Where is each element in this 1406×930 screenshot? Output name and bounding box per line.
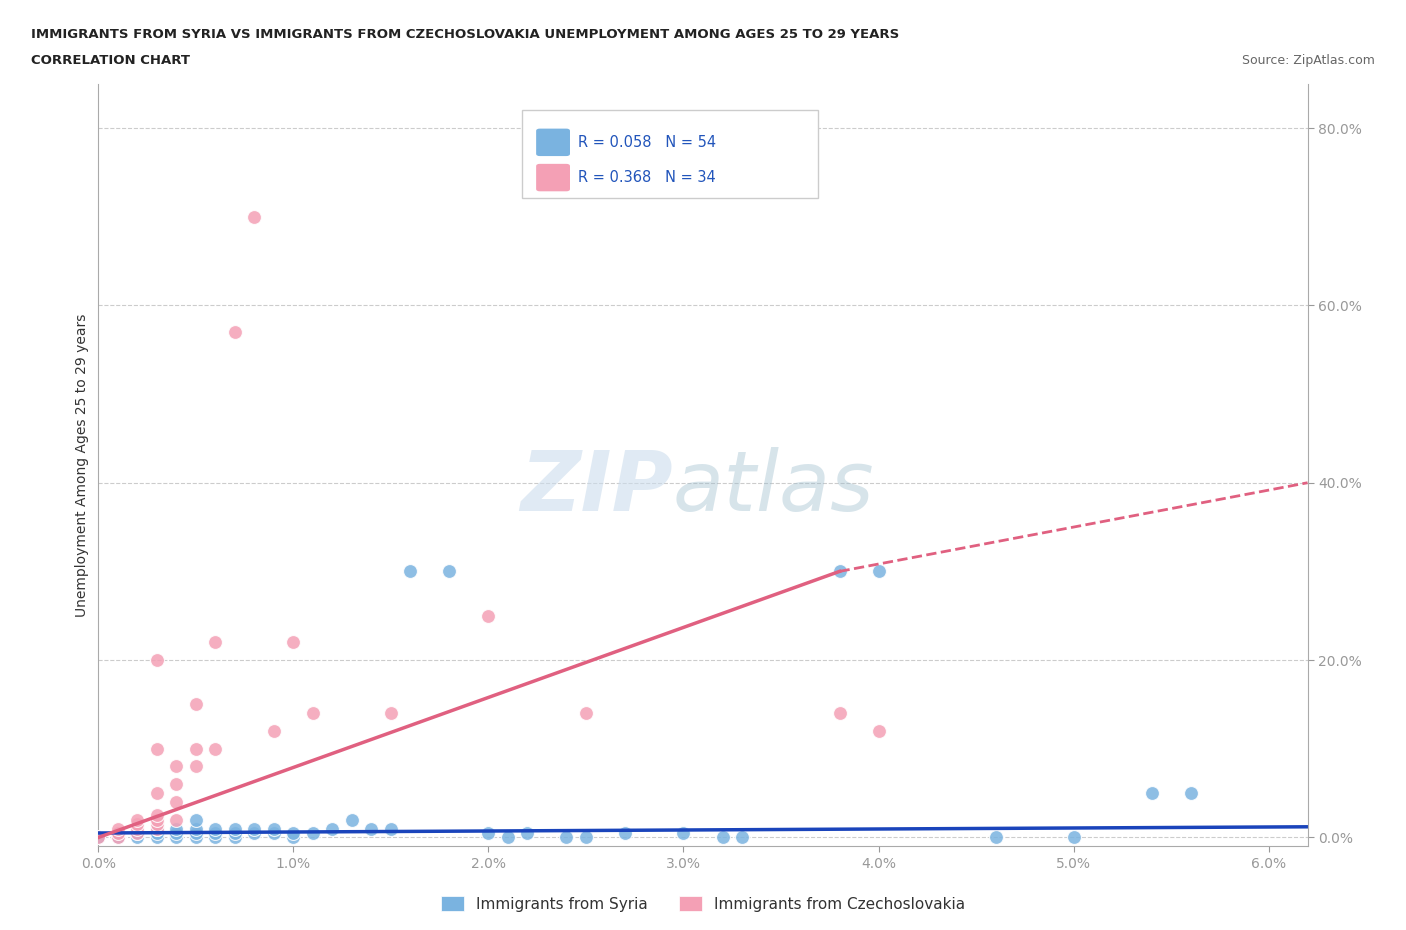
Point bbox=[1180, 786, 1202, 801]
Point bbox=[224, 325, 246, 339]
Point bbox=[340, 812, 363, 827]
Point bbox=[575, 830, 598, 844]
Text: Source: ZipAtlas.com: Source: ZipAtlas.com bbox=[1241, 54, 1375, 67]
Point bbox=[165, 812, 187, 827]
Point bbox=[380, 706, 402, 721]
Point bbox=[828, 564, 851, 578]
Point bbox=[283, 826, 305, 841]
Point bbox=[87, 830, 110, 844]
Point bbox=[711, 830, 734, 844]
Point bbox=[146, 808, 169, 823]
Text: CORRELATION CHART: CORRELATION CHART bbox=[31, 54, 190, 67]
Point bbox=[107, 830, 129, 844]
Point bbox=[146, 821, 169, 836]
Point bbox=[477, 608, 499, 623]
Point bbox=[516, 826, 538, 841]
Y-axis label: Unemployment Among Ages 25 to 29 years: Unemployment Among Ages 25 to 29 years bbox=[76, 313, 90, 617]
Legend: Immigrants from Syria, Immigrants from Czechoslovakia: Immigrants from Syria, Immigrants from C… bbox=[434, 889, 972, 918]
Point bbox=[204, 826, 226, 841]
Point bbox=[165, 759, 187, 774]
Point bbox=[107, 826, 129, 841]
Point bbox=[107, 826, 129, 841]
Point bbox=[224, 821, 246, 836]
Point bbox=[165, 821, 187, 836]
Point bbox=[243, 209, 266, 224]
Point bbox=[107, 830, 129, 844]
Point bbox=[87, 830, 110, 844]
Point bbox=[204, 821, 226, 836]
FancyBboxPatch shape bbox=[536, 128, 569, 156]
Point bbox=[146, 821, 169, 836]
Point bbox=[439, 564, 461, 578]
Point bbox=[868, 724, 890, 738]
Point bbox=[575, 706, 598, 721]
Point bbox=[868, 564, 890, 578]
Point bbox=[731, 830, 754, 844]
Point bbox=[243, 821, 266, 836]
Point bbox=[672, 826, 695, 841]
Point bbox=[146, 821, 169, 836]
Point bbox=[204, 830, 226, 844]
Point bbox=[146, 817, 169, 831]
Point bbox=[184, 741, 207, 756]
Point bbox=[165, 826, 187, 841]
Point bbox=[87, 830, 110, 844]
Point bbox=[165, 830, 187, 844]
Text: IMMIGRANTS FROM SYRIA VS IMMIGRANTS FROM CZECHOSLOVAKIA UNEMPLOYMENT AMONG AGES : IMMIGRANTS FROM SYRIA VS IMMIGRANTS FROM… bbox=[31, 28, 900, 41]
Point bbox=[302, 706, 325, 721]
Point bbox=[107, 821, 129, 836]
Point bbox=[302, 826, 325, 841]
Point bbox=[127, 826, 149, 841]
Point bbox=[360, 821, 382, 836]
Point bbox=[321, 821, 343, 836]
Point bbox=[184, 826, 207, 841]
Point bbox=[146, 653, 169, 668]
Point bbox=[984, 830, 1007, 844]
Point bbox=[146, 741, 169, 756]
Point bbox=[283, 635, 305, 650]
Point bbox=[204, 635, 226, 650]
Point bbox=[146, 826, 169, 841]
Point bbox=[184, 821, 207, 836]
FancyBboxPatch shape bbox=[536, 164, 569, 192]
Point bbox=[165, 777, 187, 791]
Point bbox=[165, 794, 187, 809]
Point bbox=[614, 826, 637, 841]
Text: R = 0.058   N = 54: R = 0.058 N = 54 bbox=[578, 135, 717, 150]
Text: R = 0.368   N = 34: R = 0.368 N = 34 bbox=[578, 170, 716, 185]
Point bbox=[146, 786, 169, 801]
Point bbox=[496, 830, 519, 844]
Point bbox=[1063, 830, 1085, 844]
Text: ZIP: ZIP bbox=[520, 447, 673, 528]
Point bbox=[204, 741, 226, 756]
Point bbox=[184, 830, 207, 844]
Point bbox=[263, 826, 285, 841]
Point bbox=[263, 724, 285, 738]
Point bbox=[127, 812, 149, 827]
Point bbox=[399, 564, 422, 578]
Point bbox=[184, 812, 207, 827]
Point bbox=[146, 830, 169, 844]
Point bbox=[127, 830, 149, 844]
Point bbox=[828, 706, 851, 721]
Point bbox=[127, 826, 149, 841]
Point bbox=[555, 830, 578, 844]
Point bbox=[184, 759, 207, 774]
Point bbox=[184, 697, 207, 711]
Point bbox=[477, 826, 499, 841]
Text: atlas: atlas bbox=[673, 447, 875, 528]
Point bbox=[380, 821, 402, 836]
Point bbox=[146, 812, 169, 827]
Point bbox=[224, 826, 246, 841]
FancyBboxPatch shape bbox=[522, 111, 818, 198]
Point bbox=[243, 826, 266, 841]
Point bbox=[263, 821, 285, 836]
Point bbox=[1140, 786, 1163, 801]
Point bbox=[224, 830, 246, 844]
Point bbox=[283, 830, 305, 844]
Point bbox=[127, 817, 149, 831]
Point bbox=[127, 821, 149, 836]
